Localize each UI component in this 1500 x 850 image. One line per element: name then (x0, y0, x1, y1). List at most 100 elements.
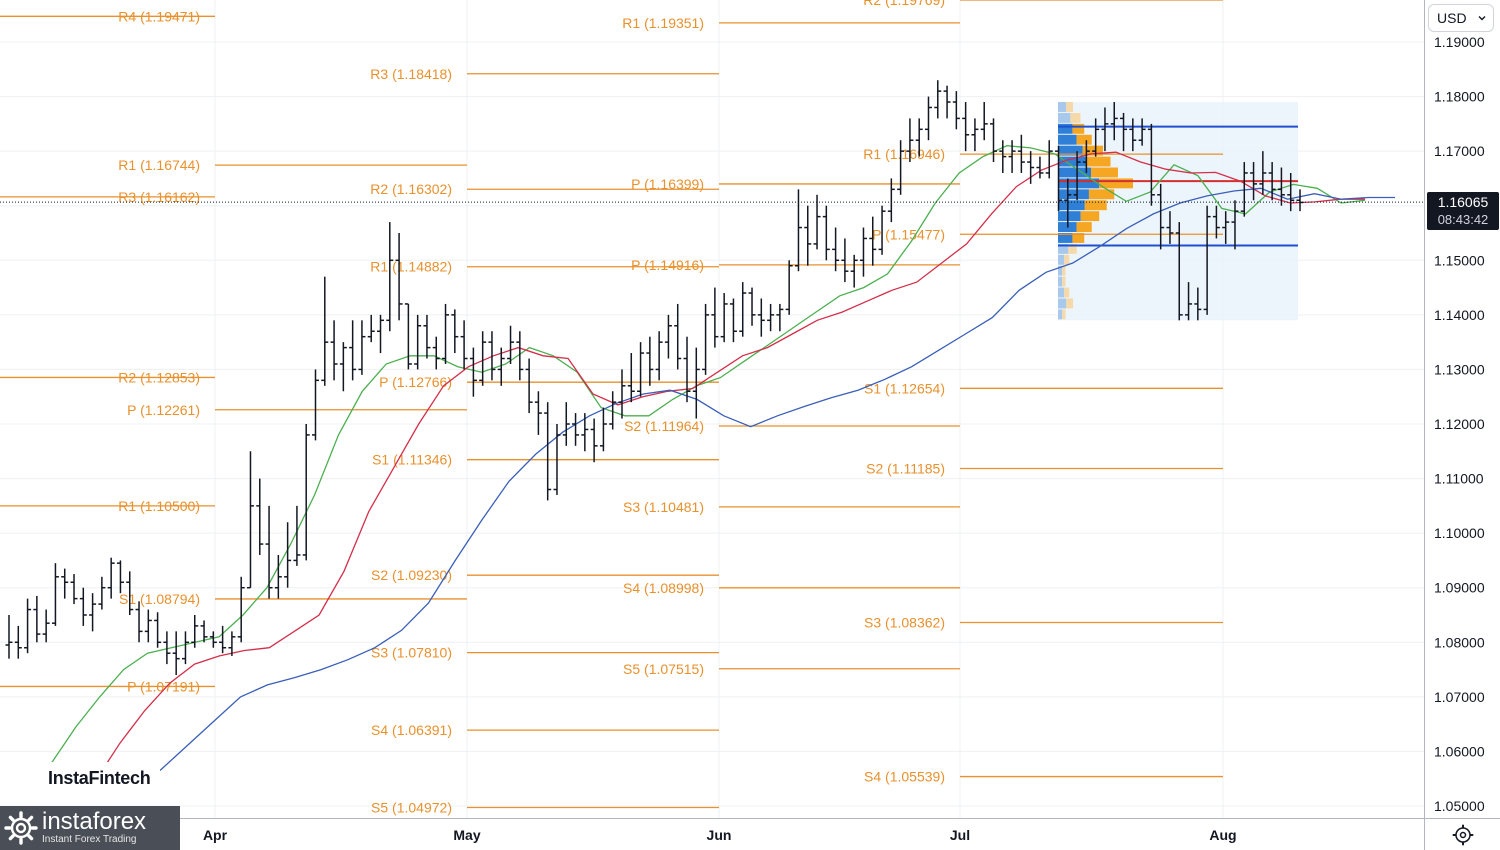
ohlc-bar (590, 418, 598, 463)
ohlc-bar (358, 320, 366, 375)
ohlc-bar (869, 216, 877, 266)
ohlc-bar (367, 314, 375, 343)
ohlc-bar (1259, 151, 1267, 195)
ohlc-bar (98, 576, 106, 610)
volume-bar (1058, 102, 1067, 112)
ohlc-bar (813, 194, 821, 250)
ohlc-bar (1250, 162, 1258, 201)
ohlc-bar (42, 609, 50, 643)
ohlc-bar (971, 118, 979, 152)
price-tick-label: 1.18000 (1434, 89, 1485, 105)
volume-bar (1099, 178, 1133, 189)
ohlc-bar (952, 91, 960, 130)
ohlc-bar (181, 631, 189, 665)
ohlc-bar (553, 424, 561, 495)
ohlc-bar (1101, 107, 1109, 152)
ohlc-bar (581, 413, 589, 452)
pivot-label: P (1.12766) (379, 374, 452, 390)
ohlc-bar (683, 336, 691, 403)
price-tick-label: 1.06000 (1434, 743, 1485, 759)
ohlc-bar (1092, 118, 1100, 157)
ohlc-bar (794, 189, 802, 272)
pivot-label: P (1.14916) (631, 257, 704, 273)
ohlc-bars (5, 80, 1304, 676)
ohlc-bar (488, 331, 496, 381)
ohlc-bar (1194, 287, 1202, 321)
volume-bar (1058, 287, 1065, 298)
ohlc-bar (1073, 151, 1081, 201)
ohlc-bar (1203, 205, 1211, 315)
ohlc-bar (525, 358, 533, 414)
ohlc-bar (980, 102, 988, 141)
ohlc-bar (692, 347, 700, 419)
pivot-label: S5 (1.07515) (623, 661, 704, 677)
price-tick-label: 1.12000 (1434, 416, 1485, 432)
ohlc-bar (135, 601, 143, 643)
ohlc-bar (330, 320, 338, 381)
ohlc-bar (999, 140, 1007, 173)
volume-bar (1058, 145, 1083, 156)
logo-subtitle: Instant Forex Trading (42, 834, 137, 845)
ohlc-bar (943, 85, 951, 119)
ohlc-bar (377, 314, 385, 354)
ohlc-bar (599, 407, 607, 452)
ohlc-bar (924, 96, 932, 141)
volume-bar (1058, 298, 1067, 309)
ohlc-bar (209, 631, 217, 648)
ohlc-bar (414, 314, 422, 370)
time-axis: Apr May Jun Jul Aug (0, 818, 1500, 843)
ohlc-bar (702, 303, 710, 375)
ohlc-bar (33, 595, 41, 643)
month-tick-label: May (453, 827, 480, 843)
ohlc-bar (404, 303, 412, 370)
watermark-box (38, 762, 160, 798)
volume-bar (1058, 254, 1065, 265)
ohlc-bar (200, 620, 208, 643)
ohlc-bar (1045, 140, 1053, 179)
ohlc-bar (311, 369, 319, 441)
ohlc-bar (572, 413, 580, 446)
volume-profile (1058, 102, 1298, 321)
ohlc-bar (395, 233, 403, 321)
month-tick-label: Apr (203, 827, 228, 843)
ohlc-bar (850, 254, 858, 288)
ohlc-bar (859, 227, 867, 277)
ohlc-bar (1055, 145, 1063, 212)
ohlc-bar (321, 276, 329, 386)
instaforex-logo: instaforex Instant Forex Trading (0, 806, 180, 850)
volume-bar (1070, 112, 1081, 123)
pivot-label: S4 (1.06391) (371, 722, 452, 738)
volume-bar (1072, 233, 1085, 243)
chevron-down-icon (1478, 16, 1486, 21)
ohlc-bar (442, 303, 450, 364)
ohlc-bar (897, 140, 905, 195)
ohlc-bar (711, 287, 719, 348)
settings-gear-icon[interactable] (1452, 824, 1474, 846)
ohlc-bar (1277, 167, 1285, 206)
pivot-label: P (1.12261) (127, 402, 200, 418)
ohlc-bar (469, 347, 477, 397)
watermark-text: InstaFintech (48, 768, 151, 788)
ohlc-bar (841, 238, 849, 283)
price-tick-label: 1.05000 (1434, 798, 1485, 814)
currency-label: USD (1437, 10, 1467, 26)
ohlc-bar (1287, 172, 1295, 212)
ohlc-bar (274, 554, 282, 599)
volume-bar (1058, 200, 1085, 211)
price-tick-label: 1.11000 (1434, 471, 1484, 487)
ohlc-bar (720, 293, 728, 343)
currency-select[interactable]: USD (1428, 4, 1494, 32)
ohlc-bar (1222, 211, 1230, 244)
ohlc-bar (107, 557, 115, 599)
moving-average-line (51, 145, 1366, 763)
price-tick-label: 1.09000 (1434, 580, 1485, 596)
volume-bar (1064, 254, 1070, 265)
volume-bar (1058, 178, 1100, 189)
volume-bar (1058, 123, 1073, 134)
ohlc-bar (878, 205, 886, 255)
ohlc-bar (1185, 282, 1193, 321)
ohlc-bar (1110, 102, 1118, 141)
ohlc-bar (618, 369, 626, 419)
ohlc-bar (1017, 134, 1025, 173)
